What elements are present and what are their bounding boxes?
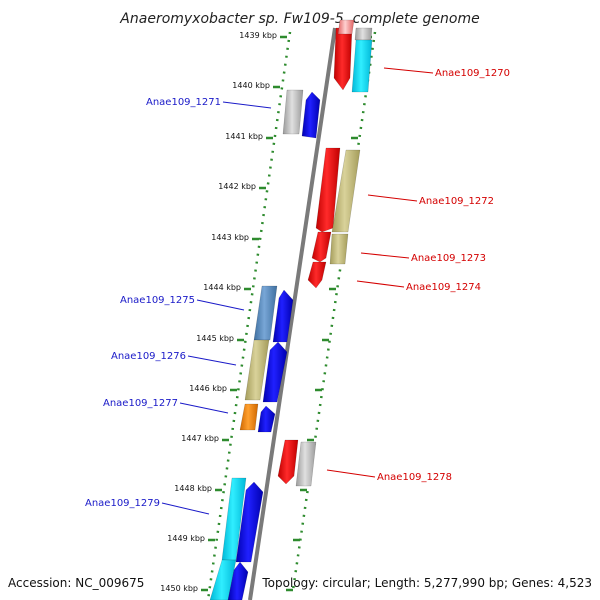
tick-label: 1449 kbp [167,534,205,543]
genome-backbone [248,27,337,600]
tick-label: 1448 kbp [174,484,212,493]
gene-block-orange [239,403,259,431]
tick-label: 1442 kbp [218,182,256,191]
gene-leader-line [326,469,376,478]
gene-label-anae109-1276[interactable]: Anae109_1276 [111,351,186,362]
gene-arrow-red [311,231,332,263]
gene-block-pink [337,19,355,35]
gene-leader-line [383,67,434,74]
gene-arrow-blue [262,341,288,403]
tick-label: 1441 kbp [225,132,263,141]
gene-arrow-red [277,439,299,485]
gene-block-cyan [209,559,237,600]
gene-block-steel [253,285,278,341]
tick-label: 1440 kbp [232,81,270,90]
accession-text: Accession: NC_009675 [8,576,144,590]
gene-block-gray [295,441,317,487]
gene-arrow-blue [272,289,294,343]
gene-leader-line [179,402,229,414]
tick-label: 1445 kbp [196,334,234,343]
gene-features [209,19,373,600]
gene-label-anae109-1277[interactable]: Anae109_1277 [103,398,178,409]
gene-label-anae109-1274[interactable]: Anae109_1274 [406,282,481,293]
gene-label-anae109-1270[interactable]: Anae109_1270 [435,68,510,79]
gene-leader-line [367,194,418,202]
gene-arrow-red [307,261,327,289]
gene-block-khaki [331,149,361,233]
tick-label: 1444 kbp [203,283,241,292]
gene-leader-line [222,101,272,109]
gene-label-anae109-1272[interactable]: Anae109_1272 [419,196,494,207]
genome-summary-text: Topology: circular; Length: 5,277,990 bp… [261,576,592,590]
tick-label: 1443 kbp [211,233,249,242]
gene-label-anae109-1275[interactable]: Anae109_1275 [120,295,195,306]
map-title: Anaeromyxobacter sp. Fw109-5, complete g… [119,11,479,27]
gene-block-khaki [329,233,349,265]
gene-leader-line [196,299,245,311]
gene-leader-line [360,252,410,259]
gene-arrow-red [333,27,353,91]
gene-label-anae109-1273[interactable]: Anae109_1273 [411,253,486,264]
right-scale-guide [291,31,377,591]
gene-label-anae109-1278[interactable]: Anae109_1278 [377,472,452,483]
gene-arrow-blue [257,405,276,433]
gene-block-gray [354,27,373,41]
gene-block-gray [282,89,304,135]
tick-label: 1446 kbp [189,384,227,393]
gene-arrow-blue [227,561,249,600]
gene-label-anae109-1271[interactable]: Anae109_1271 [146,97,221,108]
tick-label: 1450 kbp [160,584,198,593]
gene-arrow-blue [301,91,321,139]
gene-block-cyan [351,39,373,93]
tick-label: 1439 kbp [239,31,277,40]
gene-labels: Anae109_1270 Anae109_1271 Anae109_1272 Anae… [85,67,510,515]
gene-block-khaki [244,339,270,401]
gene-label-anae109-1279[interactable]: Anae109_1279 [85,498,160,509]
gene-leader-line [356,280,405,288]
gene-leader-line [161,502,210,515]
tick-label: 1447 kbp [181,434,219,443]
gene-arrow-blue [235,481,264,563]
gene-arrow-red [315,147,341,233]
gene-leader-line [187,355,237,366]
